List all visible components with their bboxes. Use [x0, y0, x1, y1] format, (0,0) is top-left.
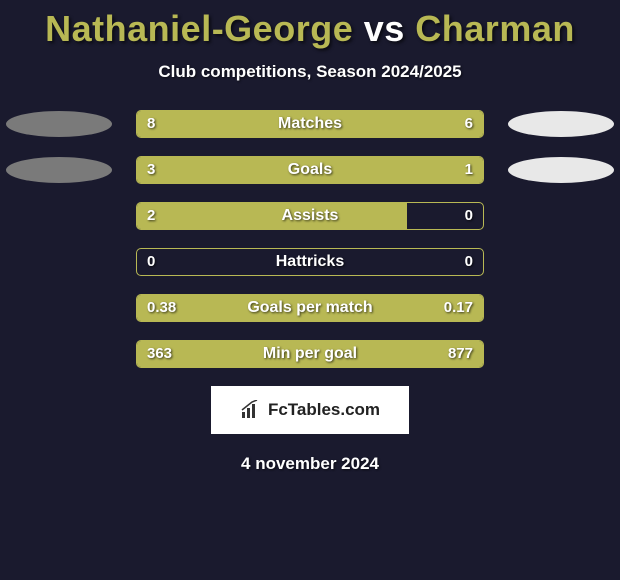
stat-value-left: 8 [147, 115, 155, 132]
stat-bar-fill-right [334, 111, 483, 137]
stat-row: Goals per match0.380.17 [0, 294, 620, 322]
stat-label: Hattricks [137, 253, 483, 271]
stat-row: Assists20 [0, 202, 620, 230]
player-b-name: Charman [415, 8, 575, 49]
stat-value-left: 2 [147, 207, 155, 224]
decor-ellipse-right [508, 111, 614, 137]
chart-icon [240, 400, 262, 420]
stat-row: Matches86 [0, 110, 620, 138]
vs-word: vs [364, 8, 405, 49]
stat-bar-track: Goals31 [136, 156, 484, 184]
branding-text: FcTables.com [268, 400, 380, 420]
stat-bar-track: Matches86 [136, 110, 484, 138]
player-a-name: Nathaniel-George [45, 8, 353, 49]
decor-ellipse-left [6, 157, 112, 183]
comparison-title: Nathaniel-George vs Charman [0, 0, 620, 50]
stat-row: Goals31 [0, 156, 620, 184]
subtitle: Club competitions, Season 2024/2025 [0, 62, 620, 82]
stat-bar-track: Assists20 [136, 202, 484, 230]
stat-value-left: 0 [147, 253, 155, 270]
stat-bar-fill-right [237, 341, 483, 367]
stat-value-left: 3 [147, 161, 155, 178]
branding-badge: FcTables.com [211, 386, 409, 434]
stat-value-left: 363 [147, 345, 172, 362]
stat-value-right: 1 [465, 161, 473, 178]
decor-ellipse-left [6, 111, 112, 137]
stat-bar-fill-left [137, 157, 397, 183]
stat-bar-fill-left [137, 203, 407, 229]
stat-value-right: 6 [465, 115, 473, 132]
stat-bar-fill-left [137, 111, 334, 137]
stat-value-right: 0 [465, 207, 473, 224]
stat-bar-track: Hattricks0 0 [136, 248, 484, 276]
stat-bar-track: Goals per match0.380.17 [136, 294, 484, 322]
stat-row: Min per goal363877 [0, 340, 620, 368]
stat-value-right: 0.17 [444, 299, 473, 316]
stat-value-right: 877 [448, 345, 473, 362]
stats-chart: Matches86Goals31Assists20Hattricks00Goal… [0, 110, 620, 368]
stat-value-left: 0.38 [147, 299, 176, 316]
stat-bar-track: Min per goal363877 [136, 340, 484, 368]
stat-value-right: 0 [465, 253, 473, 270]
date-line: 4 november 2024 [0, 454, 620, 474]
decor-ellipse-right [508, 157, 614, 183]
stat-row: Hattricks0 0 [0, 248, 620, 276]
